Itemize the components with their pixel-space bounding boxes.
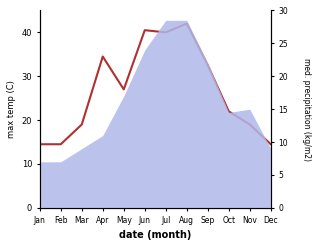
Y-axis label: med. precipitation (kg/m2): med. precipitation (kg/m2) xyxy=(302,58,311,161)
X-axis label: date (month): date (month) xyxy=(119,230,191,240)
Y-axis label: max temp (C): max temp (C) xyxy=(7,80,16,138)
